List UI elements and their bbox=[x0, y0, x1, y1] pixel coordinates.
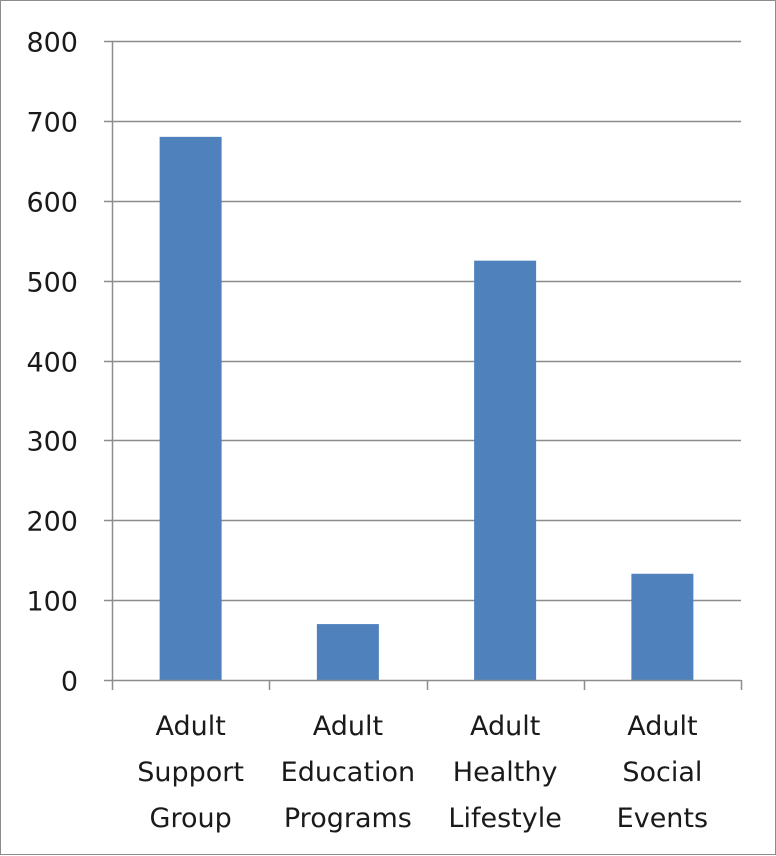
bar bbox=[316, 624, 379, 680]
y-tick-label: 700 bbox=[26, 108, 78, 139]
bar bbox=[631, 573, 694, 680]
x-category-label: Adult Social Events bbox=[617, 711, 708, 834]
y-tick-label: 200 bbox=[26, 507, 78, 538]
x-category-label-line: Adult bbox=[155, 711, 225, 742]
bar bbox=[474, 260, 537, 680]
y-tick-label: 600 bbox=[26, 188, 78, 219]
x-category-label: Adult Education Programs bbox=[281, 711, 415, 834]
x-category-label-line: Education bbox=[281, 757, 415, 788]
x-category-label-line: Social bbox=[622, 757, 702, 788]
x-category-label: Adult Support Group bbox=[137, 711, 244, 834]
x-category-label-line: Adult bbox=[470, 711, 540, 742]
y-tick-label: 400 bbox=[26, 348, 78, 379]
x-category-label-line: Healthy bbox=[453, 757, 558, 788]
y-tick-label: 500 bbox=[26, 268, 78, 299]
x-axis bbox=[111, 41, 743, 690]
x-category-label-line: Programs bbox=[284, 803, 412, 834]
y-tick-label: 0 bbox=[61, 667, 78, 698]
x-category-label-line: Adult bbox=[313, 711, 383, 742]
x-category-label-line: Adult bbox=[627, 711, 697, 742]
x-category-label-line: Support bbox=[137, 757, 244, 788]
y-tick-label: 300 bbox=[26, 427, 78, 458]
y-axis-ticks: 0 100 200 300 400 500 600 700 800 bbox=[26, 28, 78, 698]
x-category-label-line: Lifestyle bbox=[448, 803, 561, 834]
x-category-label: Adult Healthy Lifestyle bbox=[448, 711, 561, 834]
x-category-label-line: Events bbox=[617, 803, 708, 834]
x-category-label-line: Group bbox=[150, 803, 232, 834]
y-tick-label: 100 bbox=[26, 587, 78, 618]
bar bbox=[159, 136, 222, 681]
y-tick-label: 800 bbox=[26, 28, 78, 59]
bars bbox=[159, 136, 694, 681]
